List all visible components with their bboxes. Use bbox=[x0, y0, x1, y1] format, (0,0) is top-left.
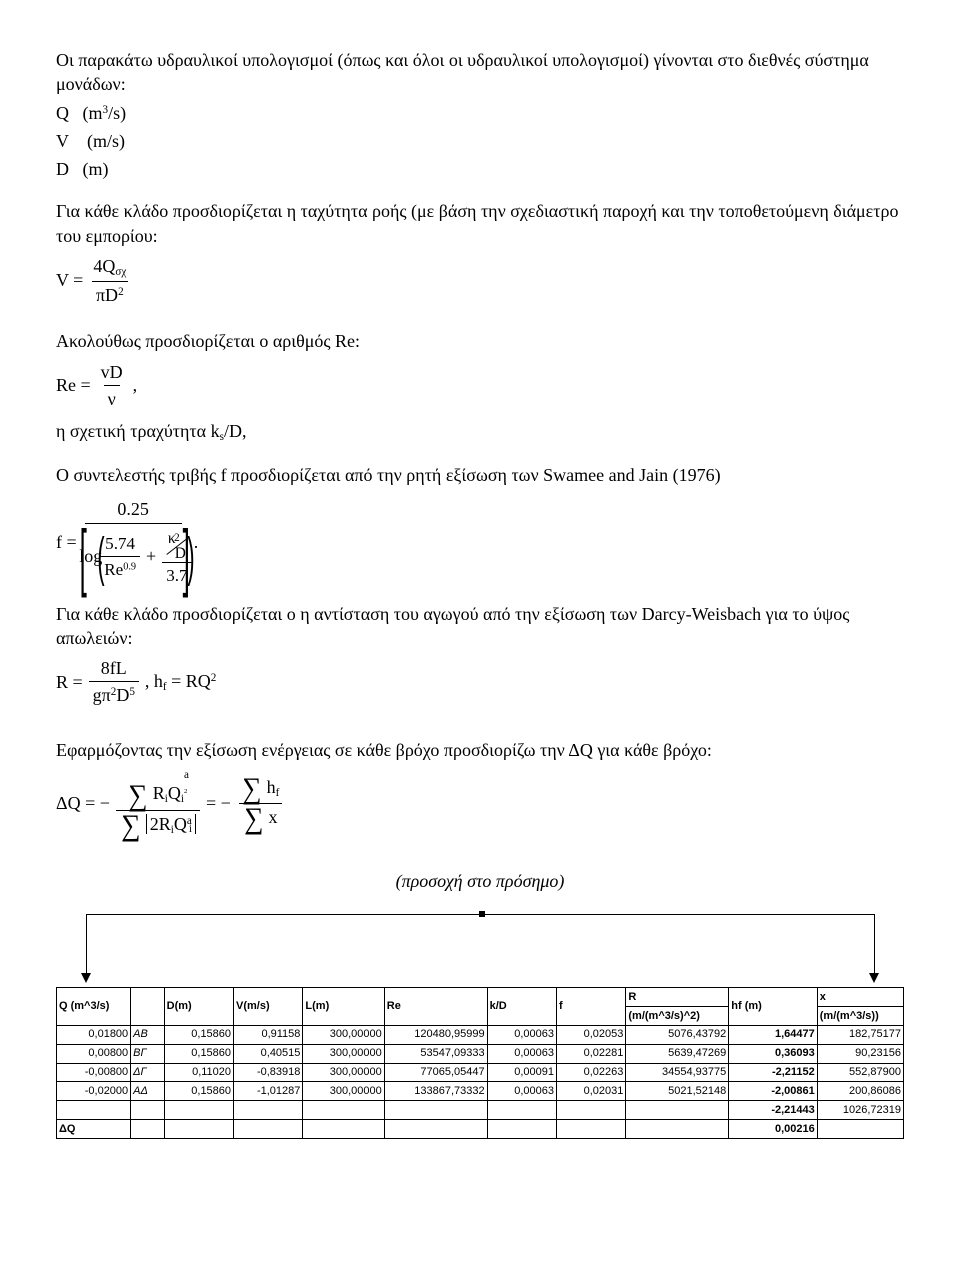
eq-f: f = 0.25 [ log ( 5.74 Re0.9 + bbox=[56, 497, 904, 587]
para-ks: η σχετική τραχύτητα ks/D, bbox=[56, 419, 904, 445]
units-Q: Q (m3/s) bbox=[56, 101, 904, 125]
table-row: -0,00800ΔΓ0,11020-0,83918300,0000077065,… bbox=[57, 1063, 904, 1082]
para-r: Για κάθε κλάδο προσδιορίζεται ο η αντίστ… bbox=[56, 602, 904, 651]
eq-dq: ΔQ = − ∑ RiQia2 ∑ 2RiQai = − ∑ hf ∑ x bbox=[56, 768, 904, 839]
units-V: V (m/s) bbox=[56, 129, 904, 153]
table-row: -0,02000ΑΔ0,15860-1,01287300,00000133867… bbox=[57, 1082, 904, 1101]
hydraulic-table: Q (m^3/s) D(m) V(m/s) L(m) Re k/D f R hf… bbox=[56, 987, 904, 1139]
table-row: 0,01800ΑΒ0,158600,91158300,00000120480,9… bbox=[57, 1025, 904, 1044]
units-D: D (m) bbox=[56, 157, 904, 181]
para-dq: Εφαρμόζοντας την εξίσωση ενέργειας σε κά… bbox=[56, 738, 904, 762]
table-row: 0,00800ΒΓ0,158600,40515300,0000053547,09… bbox=[57, 1044, 904, 1063]
eq-v: V = 4Qσχ πD2 bbox=[56, 254, 904, 307]
table-header-row: Q (m^3/s) D(m) V(m/s) L(m) Re k/D f R hf… bbox=[57, 988, 904, 1007]
eq-re: Re = vD ν , bbox=[56, 360, 904, 412]
para-f: Ο συντελεστής τριβής f προσδιορίζεται απ… bbox=[56, 463, 904, 487]
para-re: Ακολούθως προσδιορίζεται ο αριθμός Re: bbox=[56, 329, 904, 353]
table-row-dq: ΔQ 0,00216 bbox=[57, 1120, 904, 1139]
caption-sign: (προσοχή στο πρόσημο) bbox=[56, 869, 904, 893]
table-row-sum: -2,21443 1026,72319 bbox=[57, 1101, 904, 1120]
para-intro: Οι παρακάτω υδραυλικοί υπολογισμοί (όπως… bbox=[56, 48, 904, 97]
eq-r: R = 8fL gπ2D5 , hf = RQ2 bbox=[56, 656, 904, 708]
para-velocity: Για κάθε κλάδο προσδιορίζεται η ταχύτητα… bbox=[56, 199, 904, 248]
arrow-diagram bbox=[56, 911, 904, 987]
